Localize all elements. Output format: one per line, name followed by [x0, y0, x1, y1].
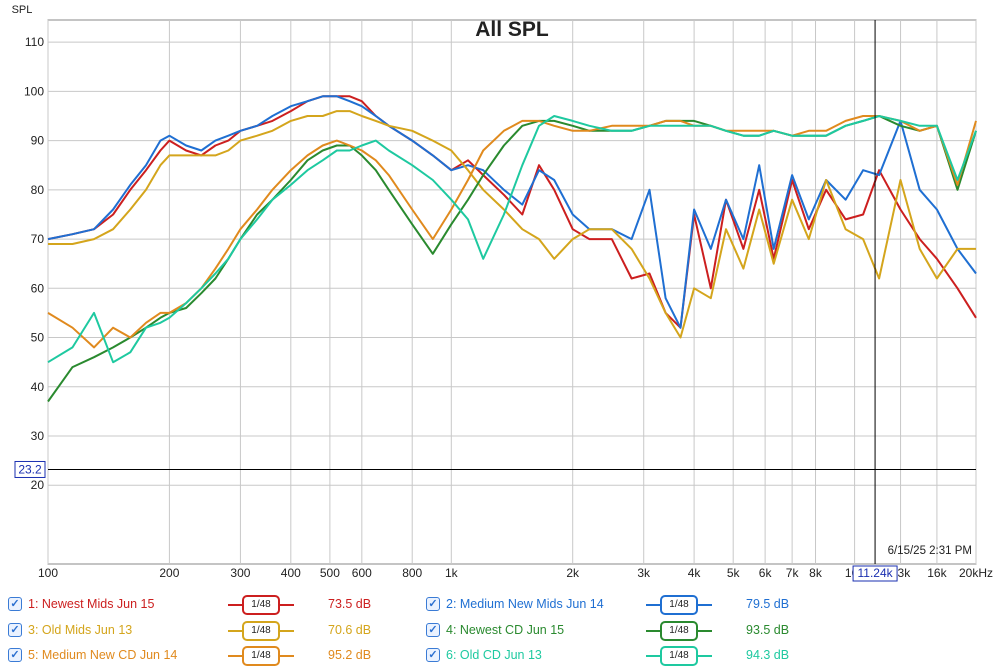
y-tick-label: 90	[31, 134, 45, 148]
legend-value: 95.2 dB	[328, 648, 372, 662]
smoothing-line	[646, 604, 660, 606]
plot-area	[47, 19, 977, 565]
series-line	[47, 115, 977, 364]
checkbox[interactable]: ✓	[426, 597, 440, 611]
x-tick-label: 5k	[727, 566, 741, 580]
smoothing-line	[698, 629, 712, 632]
smoothing-line	[698, 604, 712, 606]
smoothing-line	[228, 655, 242, 657]
y-tick-label: 100	[24, 84, 44, 98]
x-tick-label: 8k	[809, 566, 823, 580]
checkbox[interactable]: ✓	[8, 597, 22, 611]
legend-value: 73.5 dB	[328, 597, 372, 611]
series-line	[48, 110, 976, 339]
x-tick-label: 7k	[786, 566, 800, 580]
smoothing-line	[646, 655, 660, 657]
x-tick-label: 100	[38, 566, 58, 580]
cursor-y-label: 23.2	[18, 462, 42, 476]
legend-name[interactable]: 4: Newest CD Jun 15	[446, 622, 565, 637]
chart-title: All SPL	[475, 18, 549, 41]
legend-name[interactable]: 6: Old CD Jun 13	[446, 648, 542, 662]
y-tick-label: 50	[31, 331, 45, 345]
legend-value: 79.5 dB	[746, 597, 790, 611]
cursor-x-box	[852, 565, 898, 582]
x-tick-label: 400	[281, 566, 301, 580]
x-tick-label: 3k	[637, 566, 651, 580]
checkbox[interactable]: ✓	[8, 648, 22, 662]
y-tick-label: 60	[31, 281, 45, 295]
legend-value: 93.5 dB	[746, 622, 790, 637]
smoothing-line	[228, 604, 242, 606]
x-tick-label: 200	[159, 566, 179, 580]
smoothing[interactable]: 1/48	[660, 646, 698, 666]
checkbox[interactable]: ✓	[8, 622, 22, 637]
legend-name[interactable]: 5: Medium New CD Jun 14	[28, 648, 178, 662]
smoothing[interactable]: 1/48	[242, 646, 280, 666]
legend-name[interactable]: 1: Newest Mids Jun 15	[28, 597, 155, 611]
x-tick-label: 600	[352, 566, 372, 580]
y-tick-label: 110	[25, 35, 44, 49]
smoothing[interactable]: 1/48	[660, 620, 698, 641]
y-tick-label: 30	[31, 429, 45, 443]
y-tick-label: 40	[31, 380, 45, 394]
series-line	[47, 95, 977, 329]
legend-value: 70.6 dB	[328, 622, 372, 637]
smoothing[interactable]: 1/48	[660, 595, 698, 615]
smoothing[interactable]: 1/48	[242, 620, 280, 641]
smoothing-line	[646, 629, 660, 632]
cursor-x-label: 11.24k	[857, 566, 893, 580]
smoothing-line	[228, 629, 242, 632]
legend-name[interactable]: 2: Medium New Mids Jun 14	[446, 597, 604, 611]
x-tick-label: 4k	[688, 566, 702, 580]
chart: All SPL SPL 6/15/25 2:31 PM 20 30 40 50 60 70…	[12, 4, 993, 582]
x-tick-label: 16k	[927, 566, 947, 580]
cursor-y-box	[14, 460, 46, 478]
smoothing[interactable]: 1/48	[242, 595, 280, 615]
smoothing-line	[280, 629, 294, 632]
smoothing-line	[280, 655, 294, 657]
x-tick-label: 2k	[566, 566, 580, 580]
x-tick-label: 300	[230, 566, 250, 580]
y-tick-label: 80	[31, 183, 45, 197]
y-tick-label: 70	[31, 232, 45, 246]
x-tick-label: 1k	[445, 566, 459, 580]
legend-value: 94.3 dB	[746, 648, 790, 662]
checkbox[interactable]: ✓	[426, 622, 440, 637]
timestamp: 6/15/25 2:31 PM	[888, 545, 972, 557]
x-tick-label: 500	[320, 566, 340, 580]
checkbox[interactable]: ✓	[426, 648, 440, 662]
y-axis-label: SPL	[12, 4, 33, 16]
smoothing-line	[698, 655, 712, 657]
smoothing-line	[280, 604, 294, 606]
x-tick-label: 20kHz	[959, 566, 993, 580]
series-line	[47, 95, 977, 329]
x-tick-label: 6k	[759, 566, 773, 580]
y-tick-label: 20	[31, 478, 45, 492]
legend-name[interactable]: 3: Old Mids Jun 13	[28, 622, 133, 637]
x-tick-label: 800	[402, 566, 422, 580]
